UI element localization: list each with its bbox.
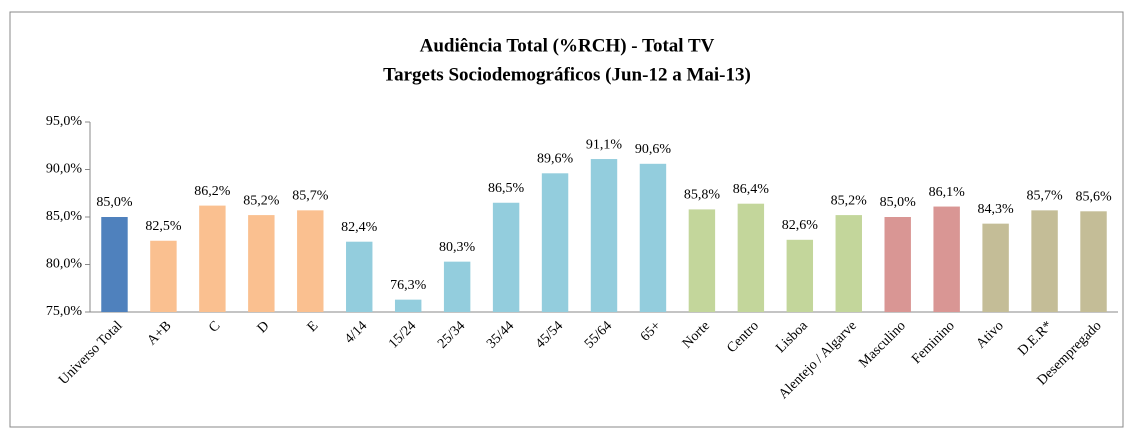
bar (297, 210, 324, 312)
bar (933, 206, 960, 312)
value-label: 89,6% (537, 152, 574, 167)
chart-subtitle: Targets Sociodemográficos (Jun-12 a Mai-… (383, 64, 751, 85)
bar (394, 299, 422, 312)
value-label: 85,6% (1075, 190, 1112, 205)
value-label: 82,5% (145, 219, 182, 234)
value-label: 82,6% (782, 218, 819, 233)
value-label: 91,1% (586, 137, 623, 152)
y-tick-label: 95,0% (46, 114, 83, 129)
value-label: 86,1% (929, 185, 966, 200)
value-label: 80,3% (439, 240, 476, 255)
value-label: 84,3% (978, 202, 1015, 217)
bar (443, 261, 471, 312)
value-label: 86,2% (194, 184, 231, 199)
value-label: 85,2% (243, 193, 280, 208)
bar (248, 215, 275, 312)
bar (346, 241, 373, 312)
value-label: 86,4% (733, 182, 770, 197)
value-label: 85,7% (1026, 189, 1063, 204)
bar (590, 159, 618, 312)
bar (492, 202, 520, 312)
bar (982, 223, 1009, 312)
bar (541, 173, 569, 312)
bar (639, 163, 667, 312)
y-tick-label: 85,0% (46, 209, 83, 224)
chart-title: Audiência Total (%RCH) - Total TV (420, 35, 715, 56)
bar (786, 239, 814, 312)
value-label: 76,3% (390, 278, 427, 293)
value-label: 85,2% (831, 193, 868, 208)
y-tick-label: 90,0% (46, 162, 83, 177)
value-label: 82,4% (341, 220, 378, 235)
value-label: 86,5% (488, 181, 525, 196)
value-label: 85,0% (880, 195, 917, 210)
bar (835, 215, 862, 312)
y-tick-label: 75,0% (46, 304, 83, 319)
bar (737, 203, 765, 312)
bar (688, 209, 716, 312)
bar (150, 240, 177, 312)
value-label: 85,7% (292, 189, 329, 204)
bar (884, 217, 911, 312)
value-label: 85,0% (96, 195, 133, 210)
value-label: 85,8% (684, 188, 721, 203)
bar (199, 205, 226, 312)
bar (1031, 210, 1058, 312)
bar (101, 217, 128, 312)
bar (1080, 211, 1107, 312)
y-tick-label: 80,0% (46, 257, 83, 272)
value-label: 90,6% (635, 142, 672, 157)
